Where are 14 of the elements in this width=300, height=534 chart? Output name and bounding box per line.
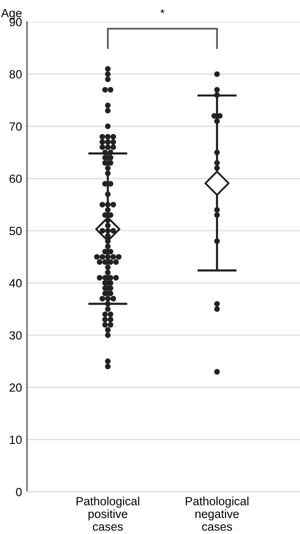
- x-tick-label: Pathological negative cases: [186, 496, 248, 531]
- y-tick-label: 60: [10, 174, 22, 183]
- y-tick-label: 10: [10, 436, 22, 444]
- y-tick-label: 30: [9, 331, 22, 340]
- y-tick-label: 70: [10, 122, 22, 131]
- y-tick-label: 20: [10, 383, 22, 392]
- y-tick-label: 50: [9, 226, 22, 236]
- y-axis-title: Age: [1, 8, 22, 20]
- y-tick-label: 40: [9, 278, 22, 288]
- y-tick-label: 90: [10, 18, 22, 26]
- x-tick-label: Pathological positive cases: [76, 496, 140, 531]
- y-tick-label: 80: [10, 70, 22, 78]
- y-tick-label: 0: [16, 488, 22, 496]
- text: *: [160, 9, 164, 14]
